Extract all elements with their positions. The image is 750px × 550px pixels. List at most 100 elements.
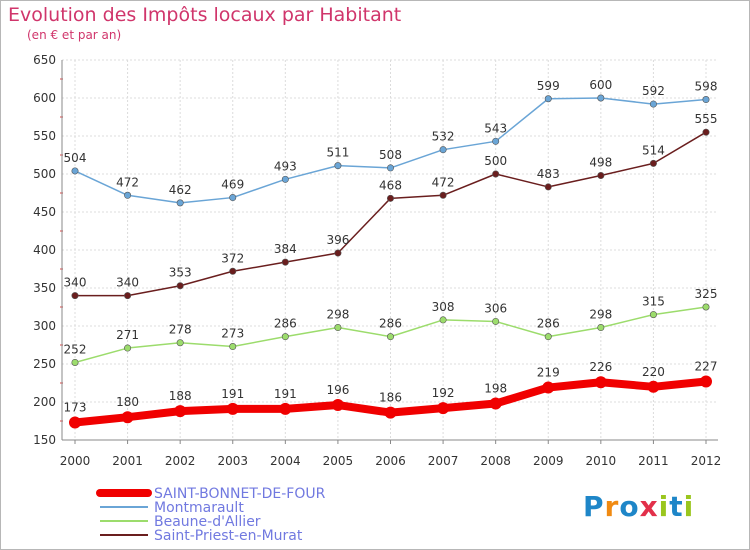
data-label: 252 [64,342,87,356]
data-point [594,376,607,389]
data-label: 599 [537,79,560,93]
data-point [439,316,447,324]
y-tick-label: 300 [33,319,56,333]
data-label: 286 [537,317,560,331]
data-point [702,303,710,311]
data-label: 500 [484,154,507,168]
data-point [702,96,710,104]
data-point [331,399,344,412]
x-tick-label: 2004 [270,454,301,468]
data-point [544,95,552,103]
data-label: 372 [221,251,244,265]
data-label: 220 [642,365,665,379]
y-tick-label: 500 [33,167,56,181]
y-tick-label: 550 [33,129,56,143]
data-point [439,191,447,199]
data-label: 472 [116,175,139,189]
data-label: 598 [695,80,718,94]
data-label: 340 [116,276,139,290]
data-point [386,194,394,202]
data-label: 173 [64,401,87,415]
data-point [334,324,342,332]
data-point [649,100,657,108]
data-point [492,317,500,325]
data-label: 592 [642,84,665,98]
y-tick-label: 350 [33,281,56,295]
data-label: 504 [64,151,87,165]
y-tick-label: 450 [33,205,56,219]
data-point [176,199,184,207]
data-point [69,416,81,429]
data-point [542,381,555,394]
data-label: 286 [379,317,402,331]
data-label: 306 [484,301,507,315]
chart-title: Evolution des Impôts locaux par Habitant [8,4,402,26]
data-point [71,167,79,175]
data-point [71,358,79,366]
x-tick-label: 2010 [586,454,617,468]
data-label: 278 [169,323,192,337]
data-point [702,128,710,136]
data-label: 511 [326,146,349,160]
data-point [281,175,289,183]
data-point [124,191,132,199]
data-label: 180 [116,395,139,409]
data-point [124,292,132,300]
data-point [492,137,500,145]
data-label: 226 [589,360,612,374]
data-point [597,94,605,102]
data-point [279,402,292,415]
data-point [174,405,187,418]
x-tick-label: 2007 [428,454,459,468]
data-point [544,183,552,191]
y-tick-label: 650 [33,53,56,67]
data-label: 514 [642,143,665,157]
data-label: 508 [379,148,402,162]
data-label: 192 [432,386,455,400]
data-label: 498 [589,156,612,170]
data-point [647,380,660,393]
data-label: 315 [642,295,665,309]
legend-label: Saint-Priest-en-Murat [154,528,303,544]
data-label: 298 [589,308,612,322]
data-point [386,333,394,341]
data-point [597,172,605,180]
data-point [489,397,502,410]
x-tick-label: 2002 [165,454,196,468]
data-point [492,170,500,178]
data-point [544,333,552,341]
data-label: 298 [326,308,349,322]
data-label: 191 [274,387,297,401]
data-label: 384 [274,242,297,256]
data-label: 273 [221,327,244,341]
y-tick-label: 600 [33,91,56,105]
data-point [176,282,184,290]
y-tick-label: 200 [33,395,56,409]
proxiti-logo: Proxiti [583,490,694,523]
data-label: 462 [169,183,192,197]
logo-letter: o [619,490,640,523]
data-point [334,162,342,170]
data-label: 219 [537,366,560,380]
data-point [649,159,657,167]
x-tick-label: 2012 [691,454,722,468]
logo-letter: i [683,490,695,523]
data-label: 600 [589,78,612,92]
data-label: 196 [326,383,349,397]
data-label: 555 [695,112,718,126]
data-label: 308 [432,300,455,314]
data-label: 188 [169,389,192,403]
legend-label: SAINT-BONNET-DE-FOUR [154,486,326,502]
data-point [437,402,450,415]
data-point [124,344,132,352]
x-tick-label: 2008 [480,454,511,468]
x-tick-label: 2009 [533,454,564,468]
data-label: 198 [484,382,507,396]
data-point [71,292,79,300]
x-tick-label: 2000 [60,454,91,468]
data-label: 532 [432,130,455,144]
y-tick-label: 400 [33,243,56,257]
data-label: 472 [432,175,455,189]
data-point [386,164,394,172]
x-tick-label: 2006 [375,454,406,468]
